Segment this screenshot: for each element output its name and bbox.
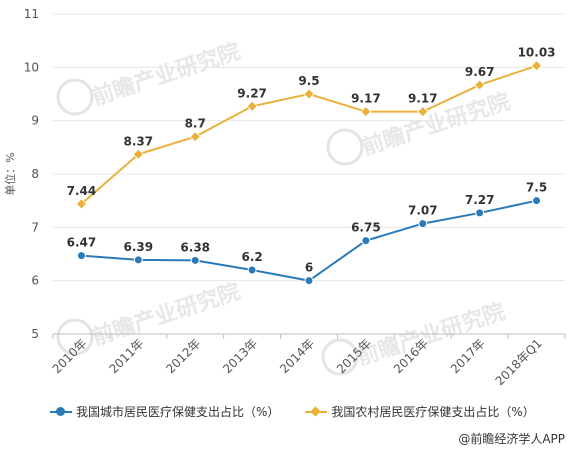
x-tick-label: 2010年 [50,336,90,376]
data-point [361,236,371,246]
data-point [474,79,486,91]
data-point [133,255,143,265]
source-credit: @前瞻经济学人APP [458,432,565,446]
legend-item-rural[interactable]: 我国农村居民医疗保健支出占比（%） [305,403,535,420]
data-point [530,60,543,72]
y-tick-label: 9 [31,114,39,128]
data-point [246,100,258,112]
series-group: 6.47 6.39 6.38 6.2 6 6.75 7.07 7.27 7.5 7.44 8.37 8… [67,46,556,286]
data-point [190,255,200,265]
legend: 我国城市居民医疗保健支出占比（%） 我国农村居民医疗保健支出占比（%） [50,403,535,420]
watermark-logo-icon [326,128,364,166]
y-tick-label: 11 [24,7,39,21]
data-point [132,148,144,160]
watermark-logo-icon [321,338,359,376]
data-point [360,106,372,118]
data-label: 6.39 [124,240,154,254]
watermark-text: 前瞻产业研究院 [89,278,244,350]
y-tick-label: 8 [31,167,39,181]
data-point [417,106,429,118]
data-point [247,265,257,275]
data-point [75,198,88,210]
data-label: 10.03 [518,46,556,60]
legend-label-rural: 我国农村居民医疗保健支出占比（%） [331,405,535,419]
legend-item-urban[interactable]: 我国城市居民医疗保健支出占比（%） [50,403,279,420]
y-tick-label: 5 [31,327,39,341]
data-point [76,251,86,261]
data-point [475,208,485,218]
x-tick-label: 2017年 [448,336,488,376]
data-label: 9.27 [237,86,267,100]
data-label: 8.7 [185,117,206,131]
data-label: 8.37 [124,134,154,148]
data-label: 9.5 [298,74,319,88]
data-label: 6.2 [241,250,262,264]
x-axis-ticks: 2010年 2011年 2012年 2013年 2014年 2015年 2016年 2017年… [50,334,566,388]
watermark-text: 前瞻产业研究院 [354,298,509,370]
y-axis-label: 单位：% [3,152,17,195]
data-point [532,196,542,206]
data-point [304,276,314,286]
watermark-text: 前瞻产业研究院 [89,38,244,110]
urban-series-swatch-icon [50,406,72,418]
y-tick-label: 7 [31,220,39,234]
data-point [418,219,428,229]
watermark-logo-icon [56,318,94,356]
data-label: 6 [305,261,313,275]
data-label: 9.17 [408,92,438,106]
data-label: 6.75 [351,221,381,235]
data-label: 7.44 [67,184,97,198]
data-label: 7.5 [526,181,547,195]
rural-series-swatch-icon [305,405,328,418]
legend-label-urban: 我国城市居民医疗保健支出占比（%） [76,405,280,419]
data-point [189,131,201,143]
y-tick-label: 6 [31,274,39,288]
data-label: 6.38 [180,240,210,254]
y-axis-ticks: 5 6 7 8 9 10 11 [24,7,39,341]
data-label: 7.27 [465,193,495,207]
data-label: 7.07 [408,204,438,218]
x-tick-label: 2013年 [220,336,260,376]
x-tick-label: 2014年 [277,336,317,376]
x-tick-label: 2018年Q1 [493,336,545,388]
data-point [303,88,315,100]
data-label: 6.47 [67,236,97,250]
gridlines [53,13,565,335]
data-label: 9.17 [351,92,381,106]
y-tick-label: 10 [24,60,39,74]
x-tick-label: 2012年 [163,336,203,376]
data-label: 9.67 [465,65,495,79]
watermark-logo-icon [56,78,94,116]
